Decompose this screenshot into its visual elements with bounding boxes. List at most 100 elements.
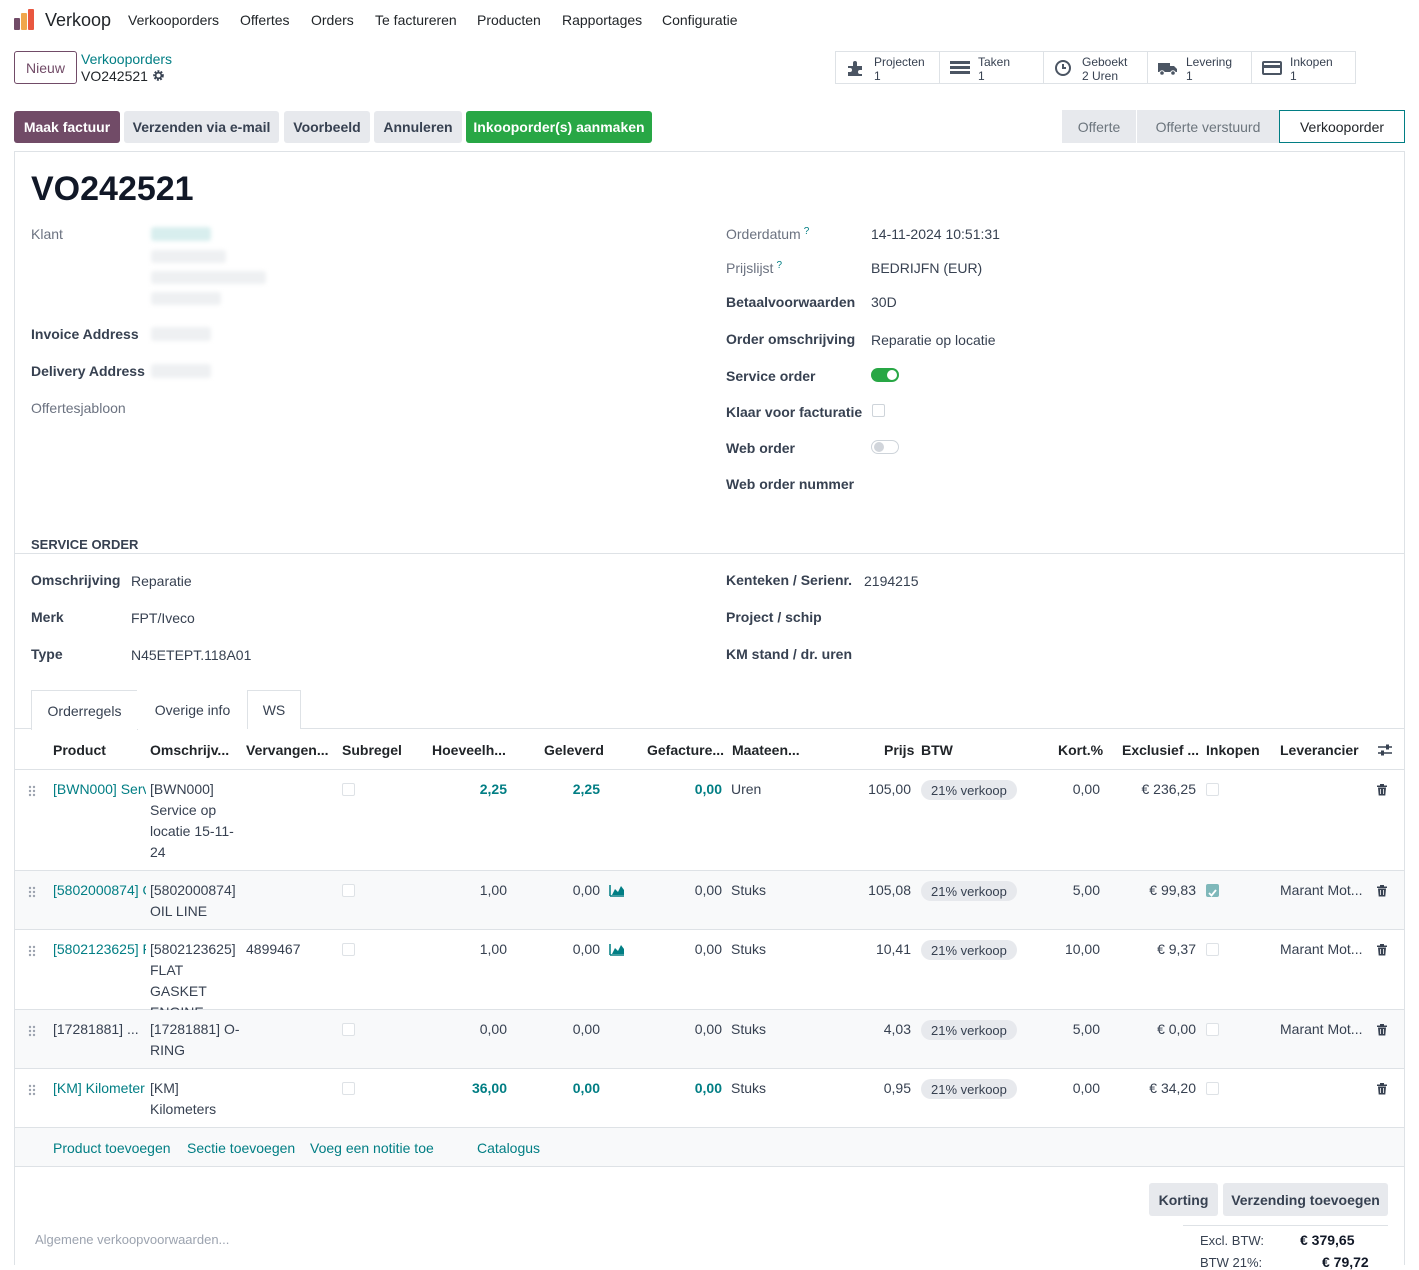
invoiced-cell[interactable]: 0,00 (694, 941, 722, 957)
tab-ws[interactable]: WS (247, 690, 301, 729)
web-order-toggle[interactable] (871, 440, 899, 454)
create-purchase-orders-button[interactable]: Inkooporder(s) aanmaken (466, 111, 652, 143)
trash-icon[interactable] (1377, 943, 1387, 956)
tax-badge[interactable]: 21% verkoop (921, 780, 1017, 800)
pricelist-value[interactable]: BEDRIJFN (EUR) (871, 260, 983, 276)
drag-handle-icon[interactable] (28, 784, 36, 797)
price-cell[interactable]: 4,03 (883, 1021, 911, 1037)
quantity-cell[interactable]: 1,00 (479, 882, 507, 898)
forecast-chart-icon[interactable] (609, 943, 625, 956)
uom-cell[interactable]: Stuks (731, 882, 767, 898)
vendor-cell[interactable]: Marant Mot... (1280, 1021, 1363, 1037)
tab-overige-info[interactable]: Overige info (137, 690, 248, 729)
product-cell[interactable]: [17281881] ... (53, 1021, 139, 1037)
delivered-cell[interactable]: 0,00 (572, 941, 600, 957)
add-note-link[interactable]: Voeg een notitie toe (310, 1140, 434, 1156)
column-header-description[interactable]: Omschrijv... (150, 742, 230, 758)
column-header-uom[interactable]: Maateen... (732, 742, 800, 758)
status-offerte[interactable]: Offerte (1062, 110, 1136, 143)
drag-handle-icon[interactable] (28, 944, 36, 957)
order-description-value[interactable]: Reparatie op locatie (871, 332, 996, 348)
subline-checkbox[interactable] (342, 943, 355, 956)
brand-value[interactable]: FPT/Iveco (131, 610, 195, 626)
uom-cell[interactable]: Uren (731, 781, 762, 797)
subline-checkbox[interactable] (342, 1082, 355, 1095)
price-cell[interactable]: 105,08 (868, 882, 911, 898)
drag-handle-icon[interactable] (28, 1083, 36, 1096)
service-order-toggle[interactable] (871, 368, 899, 382)
discount-cell[interactable]: 10,00 (1064, 941, 1100, 957)
invoiced-cell[interactable]: 0,00 (694, 882, 722, 898)
quantity-cell[interactable]: 1,00 (479, 941, 507, 957)
tax-badge[interactable]: 21% verkoop (921, 881, 1017, 901)
invoiced-cell[interactable]: 0,00 (694, 781, 722, 797)
description-cell[interactable]: [17281881] O-RING (150, 1021, 240, 1058)
invoice-address-redacted[interactable] (151, 327, 211, 341)
drag-handle-icon[interactable] (28, 885, 36, 898)
sales-app-logo-icon[interactable] (13, 9, 35, 31)
purchase-checkbox[interactable] (1206, 783, 1219, 796)
purchase-checkbox[interactable] (1206, 1023, 1219, 1036)
column-header-delivered[interactable]: Geleverd (544, 742, 604, 758)
uom-cell[interactable]: Stuks (731, 1021, 767, 1037)
gear-icon[interactable] (152, 69, 165, 82)
purchase-checkbox[interactable] (1206, 1082, 1219, 1095)
delivered-cell[interactable]: 2,25 (572, 781, 600, 797)
vendor-cell[interactable]: Marant Mot... (1280, 941, 1363, 957)
send-email-button[interactable]: Verzenden via e-mail (124, 111, 279, 143)
add-section-link[interactable]: Sectie toevoegen (187, 1140, 296, 1156)
column-header-purchase[interactable]: Inkopen (1206, 742, 1260, 758)
column-header-vendor[interactable]: Leverancier (1280, 742, 1359, 758)
catalog-link[interactable]: Catalogus (477, 1140, 541, 1156)
tax-badge[interactable]: 21% verkoop (921, 1079, 1017, 1099)
tax-badge[interactable]: 21% verkoop (921, 1020, 1017, 1040)
subline-checkbox[interactable] (342, 884, 355, 897)
smart-button-tasks[interactable]: Taken 1 (940, 52, 1044, 83)
discount-cell[interactable]: 0,00 (1072, 1080, 1100, 1096)
column-header-subline[interactable]: Subregel (342, 742, 402, 758)
forecast-chart-icon[interactable] (609, 884, 625, 897)
service-description-value[interactable]: Reparatie (131, 573, 192, 589)
plate-value[interactable]: 2194215 (864, 573, 919, 589)
description-cell[interactable]: [BWN000] Service op locatie 15-11-24 (150, 781, 234, 860)
table-row[interactable] (15, 930, 1404, 1010)
column-header-replacement[interactable]: Vervangen... (246, 742, 329, 758)
discount-cell[interactable]: 5,00 (1072, 1021, 1100, 1037)
invoiced-cell[interactable]: 0,00 (694, 1080, 722, 1096)
create-invoice-button[interactable]: Maak factuur (14, 111, 120, 143)
preview-button[interactable]: Voorbeeld (284, 111, 370, 143)
product-cell[interactable]: [5802000874] O (53, 882, 146, 898)
ready-invoicing-checkbox[interactable] (872, 404, 885, 417)
price-cell[interactable]: 105,00 (868, 781, 911, 797)
menu-offertes[interactable]: Offertes (240, 12, 290, 28)
delivered-cell[interactable]: 0,00 (572, 1021, 600, 1037)
order-date-value[interactable]: 14-11-2024 10:51:31 (871, 226, 1000, 242)
purchase-checkbox[interactable] (1206, 943, 1219, 956)
menu-te-factureren[interactable]: Te factureren (375, 12, 457, 28)
drag-handle-icon[interactable] (28, 1024, 36, 1037)
column-header-product[interactable]: Product (53, 742, 106, 758)
tab-orderregels[interactable]: Orderregels (31, 690, 138, 730)
help-icon[interactable]: ? (776, 260, 783, 271)
vendor-cell[interactable]: Marant Mot... (1280, 882, 1363, 898)
menu-producten[interactable]: Producten (477, 12, 541, 28)
status-verkooporder[interactable]: Verkooporder (1279, 110, 1405, 143)
product-cell[interactable]: [BWN000] Serv (53, 781, 146, 797)
menu-orders[interactable]: Orders (311, 12, 354, 28)
customer-name-redacted[interactable] (151, 227, 211, 241)
table-row[interactable] (15, 1069, 1404, 1128)
column-header-quantity[interactable]: Hoeveelh... (432, 742, 506, 758)
discount-button[interactable]: Korting (1149, 1183, 1218, 1216)
status-offerte-verstuurd[interactable]: Offerte verstuurd (1136, 110, 1279, 143)
description-cell[interactable]: [KM] Kilometers (150, 1080, 217, 1117)
description-cell[interactable]: [5802000874] OIL LINE (150, 882, 236, 919)
column-header-price[interactable]: Prijs (884, 742, 915, 758)
app-name[interactable]: Verkoop (45, 10, 112, 30)
delivery-address-redacted[interactable] (151, 364, 211, 378)
uom-cell[interactable]: Stuks (731, 1080, 767, 1096)
column-header-tax[interactable]: BTW (921, 742, 953, 758)
smart-button-booked[interactable]: Geboekt 2 Uren (1044, 52, 1148, 83)
product-cell[interactable]: [KM] Kilometer (53, 1080, 145, 1096)
add-product-link[interactable]: Product toevoegen (53, 1140, 171, 1156)
type-value[interactable]: N45ETEPT.118A01 (131, 647, 252, 663)
